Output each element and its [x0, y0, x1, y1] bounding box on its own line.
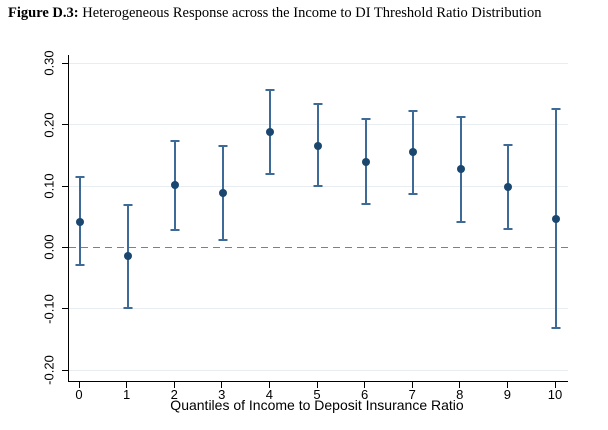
x-tick-label: 6	[360, 387, 369, 402]
ci-upper-cap	[218, 145, 228, 148]
data-point	[456, 164, 465, 173]
x-axis-tick	[78, 382, 80, 388]
data-point	[218, 189, 227, 198]
ci-upper-cap	[456, 115, 466, 118]
gridline	[69, 62, 568, 64]
ci-lower-cap	[313, 185, 323, 188]
ci-lower-cap	[75, 263, 85, 266]
x-tick-label: 1	[122, 387, 131, 402]
data-point	[171, 181, 180, 190]
y-tick-label: 0.20	[41, 112, 57, 138]
figure-title-text: Heterogeneous Response across the Income…	[78, 5, 542, 21]
y-tick-label: -0.20	[41, 355, 57, 386]
x-axis-tick	[126, 382, 128, 388]
ci-upper-cap	[170, 139, 180, 142]
y-axis-tick	[62, 124, 68, 126]
x-tick-label: 2	[170, 387, 178, 402]
data-point	[76, 217, 84, 226]
data-point	[504, 183, 513, 192]
x-axis-tick	[173, 382, 175, 388]
x-tick-label: 3	[218, 387, 226, 402]
x-tick-label: 4	[265, 387, 274, 402]
x-axis-tick	[554, 382, 556, 388]
data-point	[361, 158, 370, 167]
figure-title: Figure D.3: Heterogeneous Response acros…	[8, 5, 604, 22]
ci-upper-cap	[408, 109, 418, 112]
data-point	[314, 141, 322, 150]
data-point	[552, 214, 560, 223]
ci-lower-cap	[218, 239, 228, 242]
x-tick-label: 8	[456, 387, 464, 402]
x-tick-label: 5	[313, 387, 321, 402]
ci-lower-cap	[551, 326, 561, 329]
zero-reference-line	[69, 246, 568, 248]
x-axis-label: Quantiles of Income to Deposit Insurance…	[170, 397, 464, 413]
ci-lower-cap	[265, 172, 275, 175]
x-axis-tick	[221, 382, 223, 388]
ci-upper-cap	[123, 204, 133, 207]
y-axis-tick	[62, 369, 68, 371]
ci-upper-cap	[503, 143, 513, 146]
x-axis-tick	[268, 382, 270, 388]
x-tick-label: 7	[408, 387, 416, 402]
figure-label: Figure D.3:	[8, 5, 79, 21]
x-tick-label: 0	[75, 387, 83, 402]
y-axis-tick	[62, 185, 68, 187]
x-axis-tick	[316, 382, 318, 388]
y-tick-label: 0.30	[41, 50, 57, 76]
y-axis-tick	[62, 62, 68, 64]
x-tick-label: 10	[547, 387, 563, 402]
ci-lower-cap	[123, 306, 133, 309]
ci-lower-cap	[170, 229, 180, 232]
ci-lower-cap	[503, 228, 513, 231]
gridline	[69, 308, 568, 310]
x-axis-tick	[411, 382, 413, 388]
y-axis-tick	[62, 308, 68, 310]
y-tick-label: -0.10	[41, 294, 57, 324]
gridline	[69, 369, 568, 371]
data-point	[409, 148, 418, 157]
ci-upper-cap	[361, 117, 371, 120]
x-axis-tick	[364, 382, 366, 388]
x-tick-label: 9	[503, 387, 512, 402]
ci-lower-cap	[408, 193, 418, 196]
ci-lower-cap	[361, 202, 371, 205]
x-axis-tick	[506, 382, 508, 388]
y-tick-label: 0.10	[41, 173, 57, 199]
x-axis-tick	[459, 382, 461, 388]
ci-upper-cap	[551, 107, 561, 110]
y-tick-label: 0.00	[41, 234, 57, 261]
y-axis-tick	[62, 246, 68, 248]
data-point	[266, 128, 275, 137]
ci-upper-cap	[313, 103, 323, 106]
coefficient-plot-area	[68, 55, 568, 382]
ci-lower-cap	[456, 220, 466, 223]
data-point	[123, 252, 132, 261]
ci-upper-cap	[75, 175, 85, 178]
ci-upper-cap	[265, 88, 275, 91]
